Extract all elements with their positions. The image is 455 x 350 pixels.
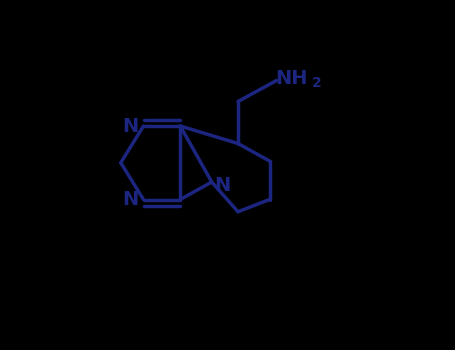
Text: N: N xyxy=(122,190,138,209)
Text: NH: NH xyxy=(275,69,308,88)
Text: N: N xyxy=(122,117,138,135)
Text: N: N xyxy=(214,176,230,195)
Text: 2: 2 xyxy=(312,76,322,90)
